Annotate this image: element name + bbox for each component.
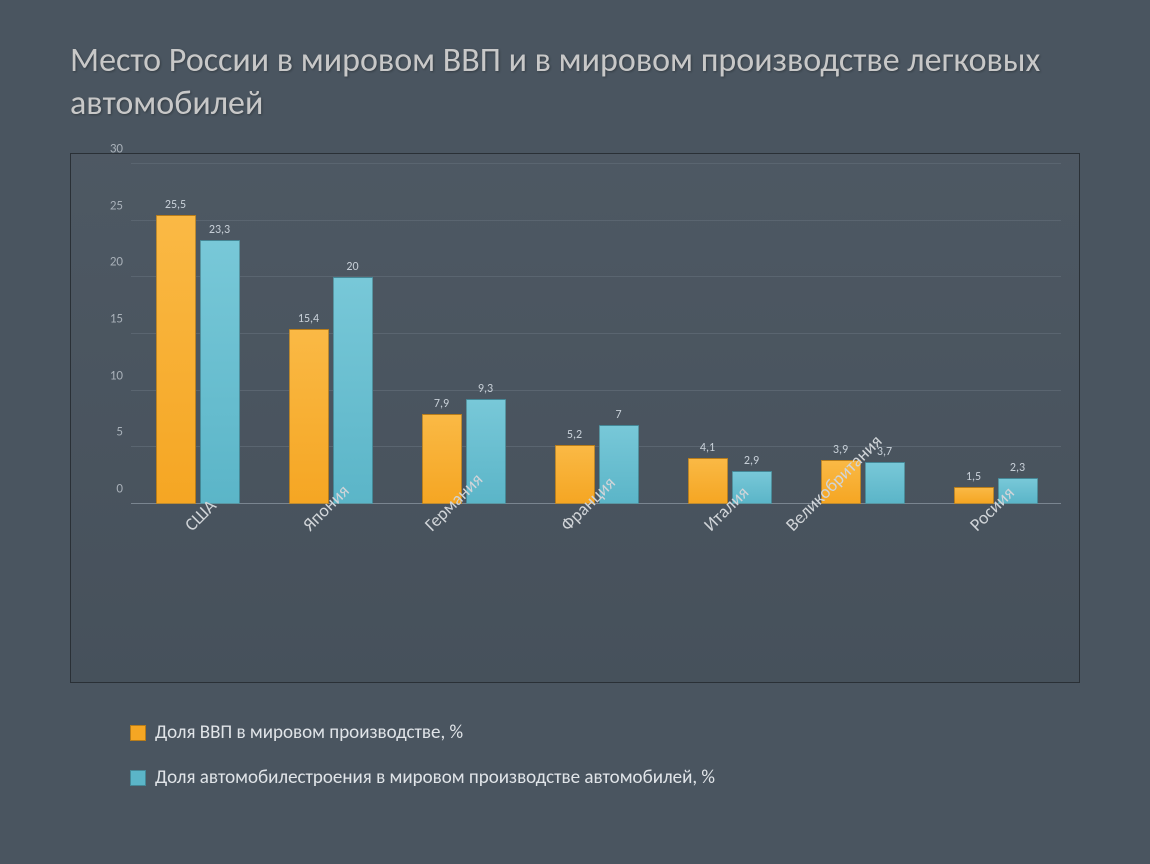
bar-group: 25,523,3 (131, 164, 264, 504)
bar-series-0: 25,5 (156, 215, 196, 504)
legend-label-1: Доля автомобилестроения в мировом произв… (155, 766, 715, 789)
bar-series-1: 3,7 (865, 462, 905, 504)
bar-value-label: 15,4 (298, 312, 319, 326)
legend: Доля ВВП в мировом производстве, % Доля … (70, 721, 1080, 789)
bar-group: 15,420 (264, 164, 397, 504)
bar-value-label: 7 (615, 408, 621, 422)
bar-series-0: 15,4 (289, 329, 329, 504)
legend-swatch-0 (130, 725, 146, 741)
bar-series-1: 20 (333, 277, 373, 504)
bar-series-1: 23,3 (200, 240, 240, 504)
plot-area: 05101520253025,523,315,4207,99,35,274,12… (131, 164, 1061, 504)
bar-value-label: 4,1 (700, 441, 715, 455)
x-axis-labels: СШАЯпонияГерманияФранцияИталияВеликобрит… (131, 504, 1061, 674)
y-tick-label: 0 (116, 482, 123, 497)
bar-value-label: 23,3 (209, 223, 230, 237)
y-tick-label: 15 (110, 312, 123, 327)
y-tick-label: 30 (110, 142, 123, 157)
bar-value-label: 5,2 (567, 428, 582, 442)
bar-value-label: 7,9 (434, 397, 449, 411)
slide: Место России в мировом ВВП и в мировом п… (0, 0, 1150, 864)
bar-group: 1,5 2,3 (929, 164, 1062, 504)
bar-group: 7,9 9,3 (397, 164, 530, 504)
y-tick-label: 20 (110, 255, 123, 270)
legend-swatch-1 (130, 770, 146, 786)
bar-value-label: 9,3 (478, 382, 493, 396)
legend-item-1: Доля автомобилестроения в мировом произв… (130, 766, 1080, 789)
y-tick-label: 10 (110, 368, 123, 383)
legend-item-0: Доля ВВП в мировом производстве, % (130, 721, 1080, 744)
bar-value-label: 2,9 (744, 454, 759, 468)
bar-value-label: 25,5 (165, 198, 186, 212)
bar-value-label: 2,3 (1010, 461, 1025, 475)
bar-value-label: 1,5 (966, 470, 981, 484)
legend-label-0: Доля ВВП в мировом производстве, % (155, 721, 463, 744)
slide-title: Место России в мировом ВВП и в мировом п… (70, 40, 1080, 125)
y-tick-label: 25 (110, 198, 123, 213)
chart: 05101520253025,523,315,4207,99,35,274,12… (70, 153, 1080, 683)
y-tick-label: 5 (116, 425, 123, 440)
bar-value-label: 20 (346, 260, 358, 274)
bar-group: 5,27 (530, 164, 663, 504)
bar-group: 4,1 2,9 (663, 164, 796, 504)
